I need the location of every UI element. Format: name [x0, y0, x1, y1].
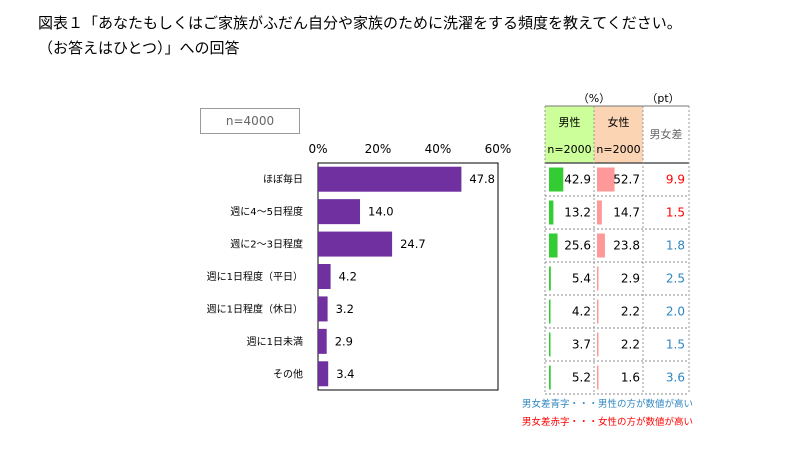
category-label: 週に2～3日程度 — [230, 238, 303, 251]
bar — [318, 361, 329, 387]
sample-size-box: n=4000 — [200, 108, 300, 134]
unit-pt-label: （pt） — [646, 92, 679, 105]
female-value: 1.6 — [621, 371, 640, 385]
x-tick-label: 0% — [308, 142, 327, 156]
female-mini-bar — [597, 167, 615, 192]
male-mini-bar — [549, 365, 551, 390]
male-mini-bar — [549, 266, 551, 291]
gender-diff-value: 9.9 — [666, 173, 685, 187]
x-tick-label: 60% — [485, 142, 512, 156]
female-header-cell — [594, 106, 643, 163]
x-tick-label: 20% — [365, 142, 392, 156]
female-value: 2.2 — [621, 338, 640, 352]
male-header: 男性 — [559, 115, 581, 129]
female-mini-bar — [597, 332, 599, 357]
male-mini-bar — [549, 233, 558, 258]
female-mini-bar — [597, 299, 599, 324]
gender-diff-value: 3.6 — [666, 371, 685, 385]
blue-diff-note: 男女差青字・・・男性の方が数値が高い — [522, 399, 694, 410]
male-mini-bar — [549, 167, 564, 192]
bar-value-label: 14.0 — [368, 205, 394, 219]
category-label: その他 — [273, 367, 303, 380]
gender-diff-value: 1.5 — [666, 338, 685, 352]
male-value: 5.4 — [572, 272, 591, 286]
female-value: 14.7 — [613, 206, 640, 220]
bar — [318, 166, 462, 192]
bar — [318, 264, 331, 289]
male-mini-bar — [549, 332, 551, 357]
bar — [318, 199, 360, 225]
gender-diff-value: 1.5 — [666, 206, 685, 220]
category-label: 週に1日程度（休日） — [207, 302, 303, 315]
gender-diff-value: 1.8 — [666, 239, 685, 253]
female-header: 女性 — [608, 115, 630, 129]
bar-value-label: 3.2 — [336, 302, 354, 316]
category-label: 週に1日未満 — [247, 336, 303, 348]
female-mini-bar — [597, 365, 599, 390]
chart-title-line-1: 図表１「あなたもしくはご家族がふだん自分や家族のために洗濯をする頻度を教えてくだ… — [38, 14, 682, 32]
bar-value-label: 47.8 — [469, 172, 495, 186]
male-mini-bar — [549, 200, 554, 225]
male-value: 3.7 — [572, 338, 591, 352]
female-value: 52.7 — [613, 173, 640, 187]
female-value: 23.8 — [613, 239, 640, 253]
bar — [318, 231, 393, 257]
female-sample-size: n=2000 — [596, 143, 640, 156]
chart-title-line-2: （お答えはひとつ）」への回答 — [38, 39, 240, 57]
category-label: ほぼ毎日 — [263, 173, 303, 186]
bar — [318, 328, 327, 354]
bar-value-label: 4.2 — [339, 270, 357, 284]
female-value: 2.9 — [621, 272, 640, 286]
unit-percent-label: （%） — [578, 92, 610, 105]
category-label: 週に1日程度（平日） — [207, 270, 303, 283]
female-mini-bar — [597, 266, 599, 291]
male-sample-size: n=2000 — [547, 143, 591, 156]
female-mini-bar — [597, 200, 602, 225]
category-label: 週に4～5日程度 — [230, 205, 303, 218]
female-mini-bar — [597, 233, 605, 258]
male-value: 4.2 — [572, 305, 591, 319]
bar — [318, 296, 328, 322]
gender-diff-header: 男女差 — [650, 127, 683, 141]
female-value: 2.2 — [621, 305, 640, 319]
red-diff-note: 男女差赤字・・・女性の方が数値が高い — [522, 417, 694, 428]
male-header-cell — [545, 106, 594, 163]
bar-value-label: 24.7 — [400, 237, 426, 251]
male-value: 5.2 — [572, 371, 591, 385]
bar-value-label: 3.4 — [336, 367, 354, 381]
x-tick-label: 40% — [425, 142, 452, 156]
male-value: 13.2 — [564, 206, 591, 220]
gender-diff-value: 2.0 — [666, 305, 685, 319]
male-value: 42.9 — [564, 173, 591, 187]
gender-diff-value: 2.5 — [666, 272, 685, 286]
male-mini-bar — [549, 299, 551, 324]
male-value: 25.6 — [564, 239, 591, 253]
bar-value-label: 2.9 — [335, 334, 353, 348]
